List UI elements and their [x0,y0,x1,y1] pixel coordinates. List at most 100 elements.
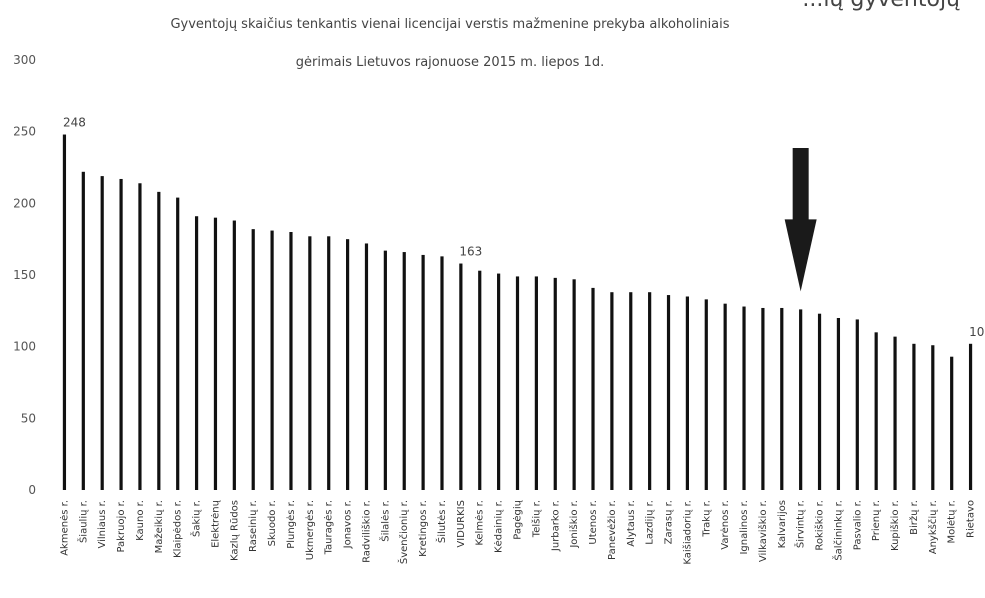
x-tick-label: Kupiškio r. [889,500,901,551]
bar [685,296,689,490]
x-tick-label: Rietavo [966,500,977,538]
x-tick-label: Rokiškio r. [814,500,826,551]
bar [119,178,123,490]
bar [270,230,274,491]
bar [572,279,576,490]
bar [799,309,803,490]
bar [648,292,652,490]
chart-title: Gyventojų skaičius tenkantis vienai lice… [170,17,729,32]
bar [629,292,633,490]
x-tick-label: Alytaus r. [626,500,637,547]
bars [62,134,973,491]
bar [232,220,236,491]
bar [874,332,878,490]
bar [950,356,954,490]
bar [931,345,935,490]
x-tick-label: Kauno r. [135,500,146,541]
x-tick-label: Šilalės r. [378,500,391,542]
bar [346,239,350,490]
x-tick-label: Pagėgių [513,499,524,539]
x-tick-label: Kėdainių r. [494,500,505,553]
x-tick-label: Radviliškio r. [360,500,372,563]
bar [138,183,142,490]
x-tick-label: Klaipėdos r. [173,500,184,558]
bar [478,270,482,490]
x-tick-label: Lazdijų r. [645,500,656,545]
bar [497,273,501,490]
x-tick-label: Panevėžio r. [606,500,618,560]
bar [459,263,463,490]
bar [62,134,67,491]
bar [157,191,161,490]
x-tick-label: Šilutės r. [435,500,448,543]
data-label: 248 [63,116,86,130]
x-tick-label: Telšių r. [530,500,542,538]
x-tick-label: Šalčininkų r. [831,500,844,561]
bar [723,303,727,490]
arrow-shaft [792,148,809,222]
x-tick-label: Kalvarijos [777,500,788,548]
chart-title-partial: ...ių gyventojų [802,0,960,12]
data-label: 102 [969,325,985,339]
bar [591,287,595,490]
bar [666,295,671,490]
bar [364,243,369,490]
bar [893,336,897,490]
bar [515,276,520,490]
x-tick-label: Ignalinos r. [739,500,750,555]
bar [81,171,85,491]
bar [610,292,614,490]
bar [534,276,538,490]
x-tick-label: Jurbarko r. [550,500,561,552]
x-tick-label: Pakruojo r. [116,500,127,553]
x-tick-label: Trakų r. [701,500,712,538]
x-tick-label: Elektrėnų [210,499,221,548]
bar [440,256,444,490]
x-tick-label: Akmenės r. [59,500,70,556]
bar [912,343,916,490]
chart-subtitle: gėrimais Lietuvos rajonuose 2015 m. liep… [296,55,604,70]
data-label: 163 [459,245,482,259]
y-tick-label: 250 [13,125,36,139]
bar [855,319,859,490]
bar [780,307,784,490]
y-tick-label: 50 [21,411,36,425]
x-tick-label: Prienų r. [871,500,882,541]
x-tick-label: Pasvalio r. [852,500,863,550]
highlight-arrow [784,148,817,292]
x-tick-label: Plungės r. [286,500,297,549]
x-tick-label: Tauragės r. [324,500,335,555]
bar [383,250,387,490]
x-tick-label: Kazlų Rūdos [229,500,240,561]
x-tick-label: Šiaulių r. [76,500,89,543]
bar [761,307,765,490]
bar [836,318,841,490]
y-tick-label: 0 [28,483,36,497]
x-tick-label: Vilniaus r. [97,500,108,549]
x-tick-label: Šakių r. [190,500,203,537]
x-tick-label: Vilkaviškio r. [757,500,769,562]
x-tick-label: Raseinių r. [248,500,259,552]
x-tick-label: Joniškio r. [568,500,580,549]
bar [968,343,973,490]
bar [402,252,406,490]
bar [308,236,312,490]
y-tick-label: 100 [13,340,36,354]
x-tick-label: Mažeikių r. [153,500,165,553]
x-tick-label: Varėnos r. [720,500,731,550]
x-tick-label: Kaišiadorių r. [681,500,693,565]
bar [742,306,746,490]
x-tick-label: Anykščių r. [927,500,939,554]
bar [176,197,180,490]
arrow-head [784,219,817,292]
x-tick-label: Jonavos r. [343,500,354,549]
bar [100,176,104,490]
x-tick-label: Molėtų r. [947,500,958,544]
y-tick-label: 300 [13,53,36,67]
x-axis-labels: Akmenės r. Šiaulių r. Vilniaus r. Pakruojo … [59,499,976,564]
bar [289,232,293,490]
x-tick-label: Biržų r. [908,500,920,535]
bar [817,313,822,490]
y-tick-label: 200 [13,196,36,210]
y-tick-label: 150 [13,268,36,282]
